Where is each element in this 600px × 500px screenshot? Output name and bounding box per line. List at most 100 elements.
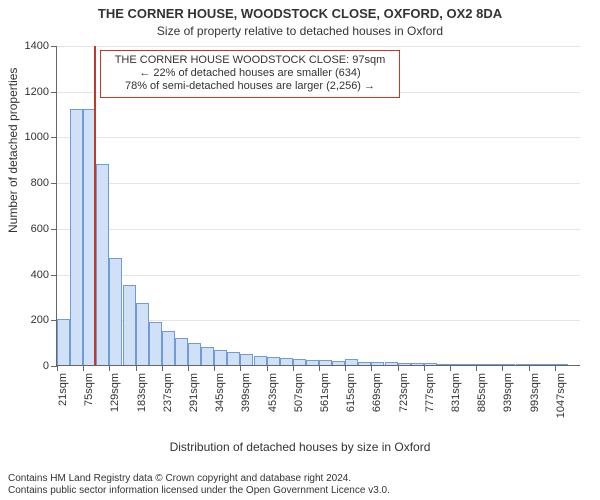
histogram-bar <box>476 364 489 365</box>
y-tick <box>51 275 57 276</box>
y-tick <box>51 92 57 93</box>
histogram-bar <box>70 109 83 365</box>
histogram-bar <box>123 285 136 365</box>
histogram-bar <box>109 258 122 365</box>
histogram-bar <box>227 352 240 365</box>
x-tick-label: 345sqm <box>214 373 226 412</box>
histogram-bar <box>424 363 437 365</box>
footer: Contains HM Land Registry data © Crown c… <box>0 473 600 496</box>
x-tick-label: 453sqm <box>267 373 279 412</box>
grid-line <box>57 229 580 230</box>
x-tick-label: 399sqm <box>240 373 252 412</box>
histogram-bar <box>502 364 515 365</box>
histogram-bar <box>175 338 188 365</box>
histogram-bar <box>529 364 542 365</box>
x-tick-label: 561sqm <box>319 373 331 412</box>
x-tick <box>188 365 189 371</box>
histogram-bar <box>267 357 280 365</box>
histogram-bar <box>411 363 424 365</box>
x-tick <box>319 365 320 371</box>
histogram-bar <box>240 354 253 365</box>
x-tick-label: 939sqm <box>502 373 514 412</box>
x-tick <box>83 365 84 371</box>
x-tick-label: 885sqm <box>476 373 488 412</box>
x-tick <box>293 365 294 371</box>
histogram-bar <box>450 364 463 365</box>
histogram-bar <box>555 364 568 365</box>
histogram-bar <box>188 343 201 365</box>
histogram-bar <box>136 303 149 365</box>
x-tick-label: 615sqm <box>345 373 357 412</box>
x-tick <box>502 365 503 371</box>
x-tick-label: 291sqm <box>188 373 200 412</box>
y-tick <box>51 183 57 184</box>
histogram-bar <box>437 364 450 365</box>
y-tick <box>51 46 57 47</box>
y-tick-label: 1200 <box>25 86 49 98</box>
footer-line: Contains public sector information licen… <box>8 485 592 497</box>
x-tick <box>57 365 58 371</box>
x-tick <box>555 365 556 371</box>
x-tick-label: 75sqm <box>83 373 95 406</box>
annotation-line: ← 22% of detached houses are smaller (63… <box>107 67 393 80</box>
histogram-bar <box>149 322 162 365</box>
y-axis-label: Number of detached properties <box>6 68 20 233</box>
y-tick <box>51 229 57 230</box>
y-tick <box>51 137 57 138</box>
x-tick-label: 237sqm <box>162 373 174 412</box>
histogram-bar <box>489 364 502 365</box>
y-tick-label: 800 <box>31 177 49 189</box>
histogram-bar <box>358 362 371 365</box>
chart-title: THE CORNER HOUSE, WOODSTOCK CLOSE, OXFOR… <box>0 6 600 21</box>
y-tick-label: 600 <box>31 223 49 235</box>
x-tick <box>529 365 530 371</box>
x-tick-label: 777sqm <box>424 373 436 412</box>
x-tick-label: 183sqm <box>136 373 148 412</box>
y-tick-label: 400 <box>31 269 49 281</box>
y-tick-label: 200 <box>31 314 49 326</box>
histogram-bar <box>293 359 306 365</box>
grid-line <box>57 46 580 47</box>
histogram-bar <box>385 362 398 365</box>
annotation-box: THE CORNER HOUSE WOODSTOCK CLOSE: 97sqm←… <box>100 50 400 98</box>
x-tick <box>240 365 241 371</box>
chart-subtitle: Size of property relative to detached ho… <box>0 24 600 38</box>
x-tick <box>267 365 268 371</box>
histogram-bar <box>398 363 411 365</box>
histogram-bar <box>214 350 227 365</box>
x-tick <box>136 365 137 371</box>
histogram-bar <box>371 362 384 365</box>
x-tick <box>398 365 399 371</box>
histogram-bar <box>542 364 555 365</box>
y-tick-label: 1000 <box>25 131 49 143</box>
x-tick-label: 129sqm <box>109 373 121 412</box>
y-tick-label: 1400 <box>25 40 49 52</box>
x-tick-label: 1047sqm <box>555 373 567 418</box>
y-tick-label: 0 <box>43 360 49 372</box>
x-tick <box>162 365 163 371</box>
x-tick <box>345 365 346 371</box>
grid-line <box>57 183 580 184</box>
annotation-line: 78% of semi-detached houses are larger (… <box>107 80 393 93</box>
x-tick <box>450 365 451 371</box>
x-tick-label: 669sqm <box>371 373 383 412</box>
x-tick <box>424 365 425 371</box>
x-tick <box>214 365 215 371</box>
histogram-bar <box>463 364 476 365</box>
x-tick-label: 993sqm <box>529 373 541 412</box>
property-marker-line <box>94 46 96 365</box>
grid-line <box>57 137 580 138</box>
histogram-bar <box>345 359 358 365</box>
x-tick <box>476 365 477 371</box>
annotation-line: THE CORNER HOUSE WOODSTOCK CLOSE: 97sqm <box>107 54 393 67</box>
histogram-bar <box>280 358 293 365</box>
histogram-bar <box>201 347 214 365</box>
x-tick-label: 507sqm <box>293 373 305 412</box>
x-tick <box>371 365 372 371</box>
x-tick-label: 21sqm <box>57 373 69 406</box>
histogram-bar <box>332 361 345 365</box>
histogram-bar <box>516 364 529 365</box>
histogram-bar <box>306 360 319 365</box>
x-tick <box>109 365 110 371</box>
histogram-bar <box>162 331 175 365</box>
